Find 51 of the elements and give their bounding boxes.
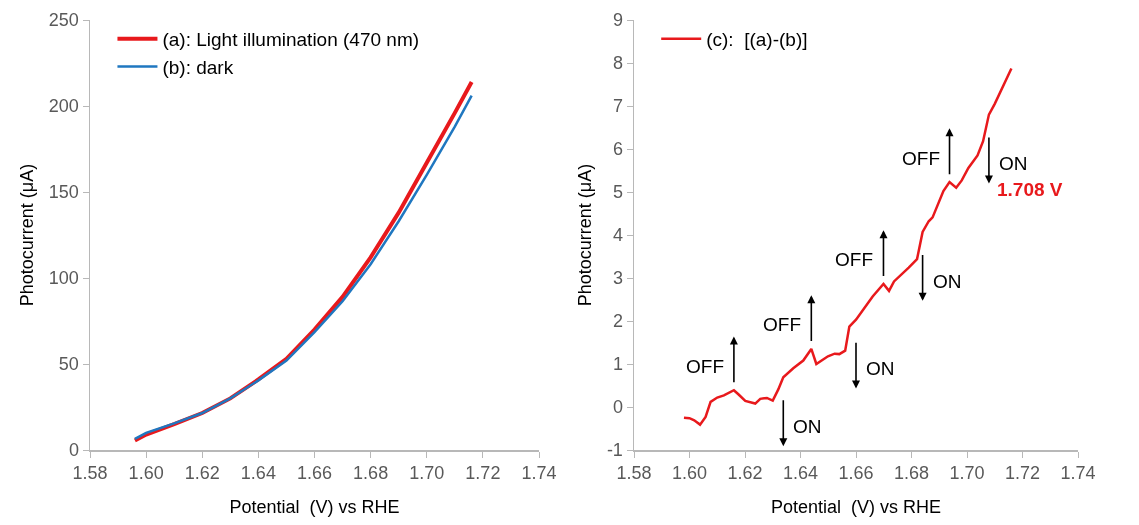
y-tick-label: 4 — [612, 225, 623, 246]
y-tick-label: 100 — [48, 268, 79, 289]
y-tick-label: 9 — [612, 10, 623, 31]
x-tick-label: 1.66 — [296, 463, 333, 484]
y-tick-label: 1 — [612, 354, 623, 375]
x-tick-label: 1.66 — [838, 463, 874, 484]
legend-label: (a): Light illumination (470 nm) — [162, 29, 420, 51]
x-tick-label: 1.58 — [616, 463, 652, 484]
x-tick-label: 1.60 — [671, 463, 708, 484]
y-tick-label: 3 — [612, 268, 623, 289]
y-tick-label: 0 — [68, 440, 79, 461]
x-tick-label: 1.64 — [240, 463, 276, 484]
y-axis-title: Photocurrent (μA) — [575, 163, 596, 307]
y-tick-label: 7 — [612, 96, 623, 117]
legend-label: (c): [(a)-(b)] — [706, 29, 808, 51]
x-tick-label: 1.72 — [1004, 463, 1041, 484]
x-tick-label: 1.68 — [893, 463, 930, 484]
y-tick-label: 2 — [612, 311, 623, 332]
annotation: ON — [866, 358, 895, 379]
x-tick-label: 1.64 — [782, 463, 819, 484]
annotation: OFF — [686, 356, 724, 377]
x-tick-label: 1.62 — [184, 463, 220, 484]
legend-label: (b): dark — [162, 56, 234, 78]
x-tick-label: 1.68 — [353, 463, 389, 484]
x-axis-title: Potential (V) vs RHE — [229, 496, 400, 517]
x-tick-label: 1.60 — [128, 463, 164, 484]
y-tick-label: 6 — [612, 139, 623, 160]
y-tick-label: 0 — [612, 397, 623, 418]
x-tick-label: 1.74 — [1060, 463, 1096, 484]
annotation: 1.708 V — [997, 179, 1063, 200]
annotation: OFF — [902, 148, 940, 169]
x-tick-label: 1.58 — [72, 463, 108, 484]
y-tick-label: 150 — [48, 182, 79, 203]
x-tick-label: 1.70 — [949, 463, 985, 484]
y-tick-label: 200 — [48, 96, 79, 117]
annotation: ON — [933, 271, 962, 292]
x-tick-label: 1.62 — [727, 463, 763, 484]
y-tick-label: 250 — [48, 10, 79, 31]
x-tick-label: 1.74 — [521, 463, 557, 484]
annotation: OFF — [835, 249, 873, 270]
annotation: OFF — [763, 314, 801, 335]
y-tick-label: 8 — [612, 53, 623, 74]
x-tick-label: 1.72 — [465, 463, 501, 484]
y-tick-label: 50 — [58, 354, 79, 375]
y-tick-label: -1 — [606, 440, 623, 461]
x-axis-title: Potential (V) vs RHE — [770, 496, 942, 517]
annotation: ON — [793, 416, 822, 437]
y-axis-title: Photocurrent (μA) — [17, 163, 38, 307]
annotation: ON — [999, 153, 1028, 174]
y-tick-label: 5 — [612, 182, 623, 203]
x-tick-label: 1.70 — [409, 463, 445, 484]
